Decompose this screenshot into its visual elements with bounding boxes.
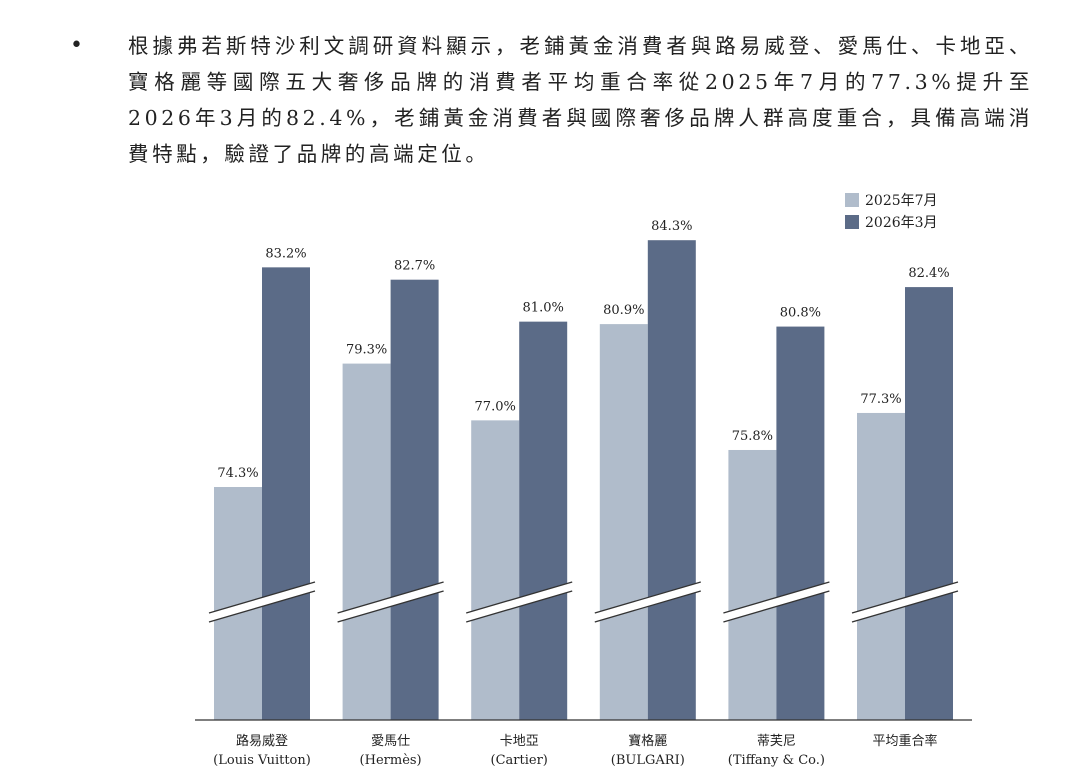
category-label: 路易威登 [236, 733, 288, 749]
value-label: 82.4% [908, 266, 949, 281]
axis-break-line [594, 590, 701, 623]
value-label: 84.3% [651, 219, 692, 234]
bar-jul-2025-2 [471, 420, 520, 720]
bar-mar-2026-5 [905, 287, 953, 720]
axis-break-line [723, 590, 830, 623]
bar-jul-2025-3 [599, 324, 648, 720]
legend: 2025年7月 2026年3月 [845, 193, 938, 231]
axis-break-gap [723, 582, 830, 622]
category-label: 卡地亞 [500, 734, 539, 749]
axis-break-line [208, 590, 316, 623]
bullet-point: • [70, 33, 83, 58]
bar-mar-2026-2 [519, 321, 568, 720]
axis-break-gap [594, 582, 701, 622]
bar-mar-2026-0 [262, 267, 310, 720]
axis-break-gap [466, 582, 573, 622]
value-label: 77.0% [475, 399, 516, 414]
axis-breaks [208, 581, 959, 623]
axis-break-line [466, 590, 573, 623]
value-label: 79.3% [346, 343, 387, 358]
value-label: 75.8% [732, 429, 773, 444]
legend-label: 2025年7月 [865, 193, 938, 209]
bar-jul-2025-5 [857, 412, 905, 720]
axis-break-line [337, 581, 444, 614]
bar-mar-2026-4 [776, 326, 825, 720]
category-label: 平均重合率 [872, 733, 937, 749]
category-labels: 路易威登 (Louis Vuitton) 愛馬仕 (Hermès) 卡地亞 (Cartie… [213, 733, 937, 768]
paragraph-text: 根據弗若斯特沙利文調研資料顯示，老鋪黃金消費者與路易威登、愛馬仕、卡地亞、寶格麗… [128, 34, 1033, 166]
axis-break-line [337, 590, 444, 623]
category-sublabel: (Hermès) [360, 753, 422, 768]
bar-jul-2025-1 [342, 363, 391, 720]
bar-jul-2025-4 [728, 449, 777, 720]
bar-mar-2026-3 [647, 240, 696, 720]
axis-break-line [594, 581, 701, 614]
legend-label: 2026年3月 [865, 215, 938, 231]
category-sublabel: (Louis Vuitton) [213, 753, 311, 768]
axis-break-gap [209, 582, 315, 622]
axis-break-gap [337, 582, 444, 622]
axis-break-line [851, 590, 959, 623]
value-label: 74.3% [217, 466, 258, 481]
axis-break-gap [852, 582, 958, 622]
axis-break-line [851, 581, 959, 614]
value-label: 80.8% [780, 306, 821, 321]
bar-mar-2026-1 [390, 279, 439, 720]
value-label: 81.0% [523, 301, 564, 316]
category-label: 愛馬仕 [371, 734, 410, 749]
category-label: 寶格麗 [628, 733, 667, 749]
legend-swatch [845, 193, 859, 207]
value-label: 80.9% [603, 303, 644, 318]
value-label: 82.7% [394, 259, 435, 274]
paragraph: • 根據弗若斯特沙利文調研資料顯示，老鋪黃金消費者與路易威登、愛馬仕、卡地亞、寶… [70, 28, 1050, 172]
category-sublabel: (Tiffany & Co.) [728, 753, 825, 768]
chart-bars [214, 240, 953, 720]
category-sublabel: (BULGARI) [611, 753, 685, 768]
axis-break-line [466, 581, 573, 614]
legend-swatch [845, 215, 859, 229]
category-label: 蒂芙尼 [757, 734, 796, 749]
axis-break-line [723, 581, 830, 614]
axis-break-line [208, 581, 316, 614]
value-label: 83.2% [265, 246, 306, 261]
value-label: 77.3% [860, 392, 901, 407]
value-labels: 74.3% 83.2% 79.3% 82.7% 77.0% 81.0% 80.9% 84.3%… [217, 219, 949, 481]
category-sublabel: (Cartier) [491, 753, 548, 768]
